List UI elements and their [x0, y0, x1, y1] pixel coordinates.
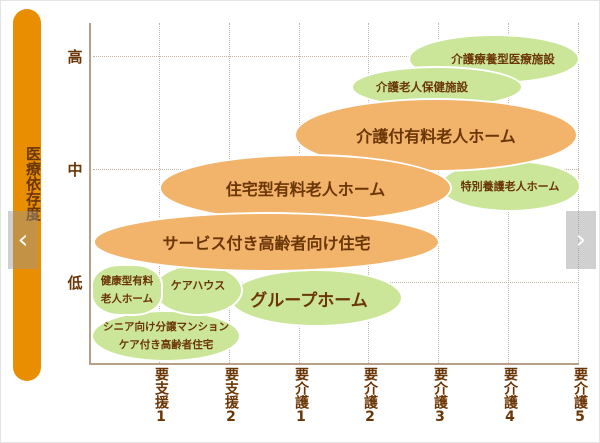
bubble-care-house: ケアハウス: [153, 264, 243, 316]
bubble-kenko-gata: 健康型有料 老人ホーム: [91, 264, 163, 316]
x-tick-yoshien-1: 要支援1: [153, 367, 169, 425]
bubble-sakoju: サービス付き高齢者向け住宅: [93, 212, 440, 272]
x-tick-yokaigo-3: 要介護3: [432, 367, 448, 425]
x-tick-yokaigo-4: 要介護4: [502, 367, 518, 425]
grid-line-v7: [578, 23, 579, 363]
chevron-right-icon: ›: [575, 225, 587, 255]
y-axis-line: [89, 23, 91, 365]
grid-line-high: [93, 56, 579, 57]
x-axis-line: [89, 363, 579, 365]
bubble-senior-mansion: シニア向け分譲マンション ケア付き高齢者住宅: [91, 310, 241, 362]
bubble-group-home: グループホーム: [229, 269, 403, 327]
y-tick-high: 高: [67, 48, 83, 66]
grid-line-v1: [159, 23, 160, 363]
x-tick-yoshien-2: 要支援2: [223, 367, 239, 425]
next-slide-button[interactable]: ›: [566, 211, 596, 269]
chevron-left-icon: ‹: [17, 225, 29, 255]
y-axis-title: 医療依存度: [24, 146, 42, 221]
x-tick-yokaigo-2: 要介護2: [362, 367, 378, 425]
y-tick-mid: 中: [67, 161, 83, 179]
y-tick-low: 低: [67, 274, 83, 292]
x-tick-yokaigo-1: 要介護1: [293, 367, 309, 425]
bubble-jutaku-gata: 住宅型有料老人ホーム: [159, 154, 452, 222]
x-tick-yokaigo-5: 要介護5: [572, 367, 588, 425]
prev-slide-button[interactable]: ‹: [8, 211, 38, 269]
y-axis-title-bar: [13, 9, 41, 381]
